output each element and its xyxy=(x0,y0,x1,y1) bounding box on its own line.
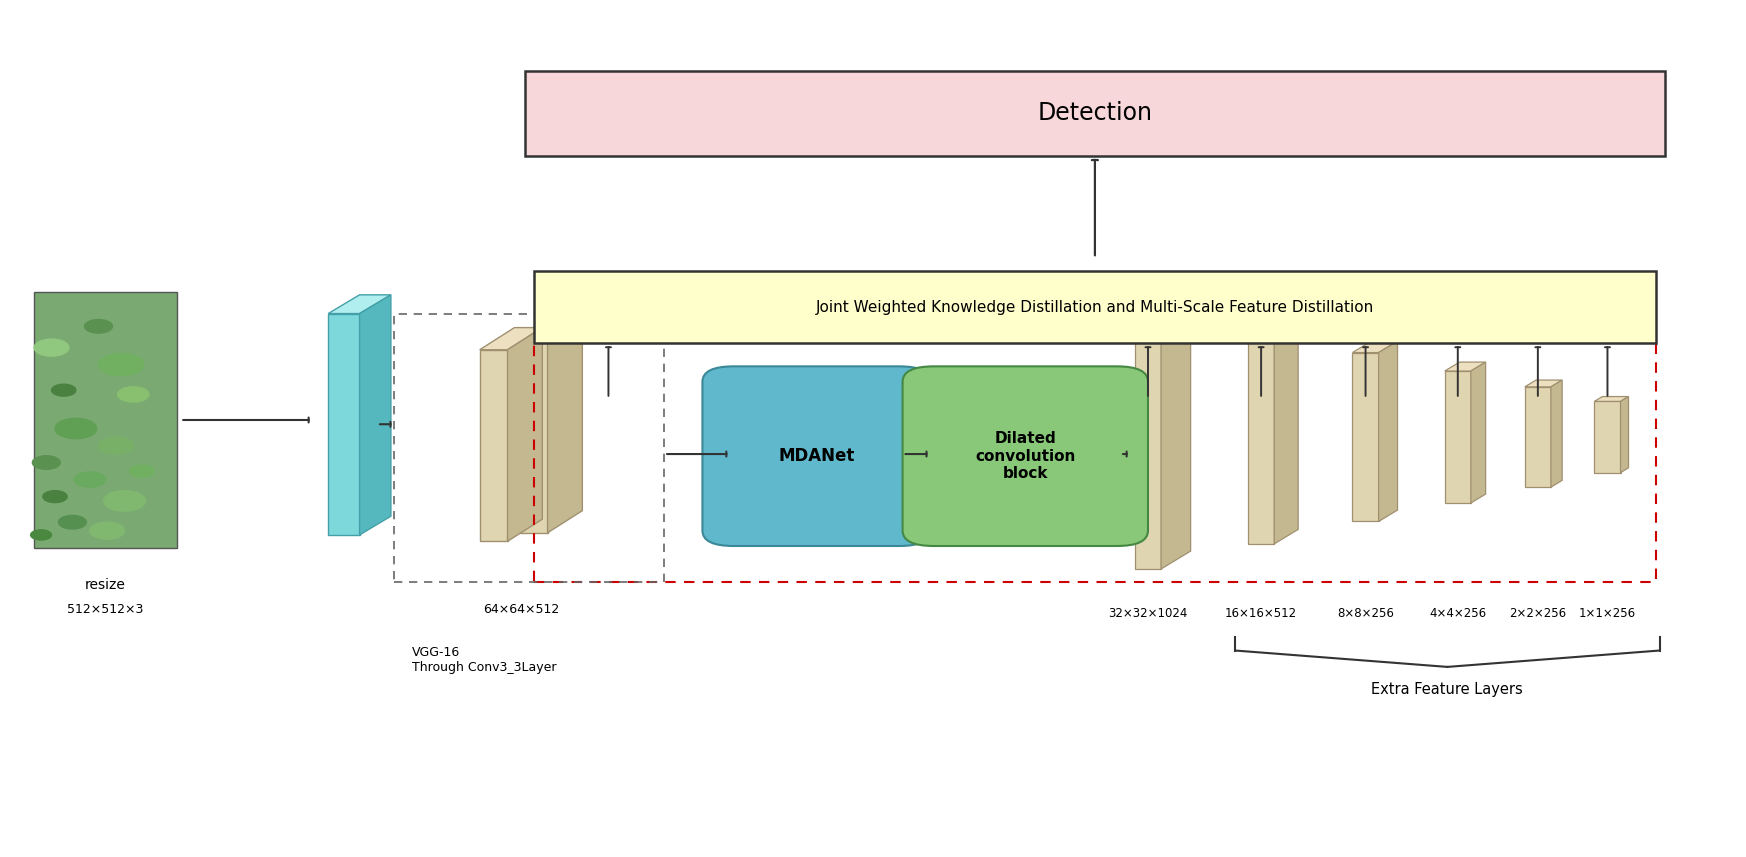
Polygon shape xyxy=(1353,352,1379,521)
Circle shape xyxy=(35,339,68,357)
Polygon shape xyxy=(1524,380,1563,387)
Polygon shape xyxy=(1379,341,1397,521)
Text: Detection: Detection xyxy=(1037,101,1152,125)
Circle shape xyxy=(98,437,133,454)
Circle shape xyxy=(33,456,59,470)
Polygon shape xyxy=(1444,363,1486,371)
Circle shape xyxy=(54,418,96,439)
Text: 2×2×256: 2×2×256 xyxy=(1509,608,1566,620)
Polygon shape xyxy=(1353,341,1397,352)
Polygon shape xyxy=(520,319,583,341)
Polygon shape xyxy=(1594,397,1629,401)
Text: 64×64×512: 64×64×512 xyxy=(484,603,559,616)
Circle shape xyxy=(84,320,112,333)
Circle shape xyxy=(44,491,66,502)
FancyBboxPatch shape xyxy=(35,292,176,548)
Circle shape xyxy=(58,515,86,529)
Polygon shape xyxy=(1135,287,1191,305)
Text: Dilated
convolution
block: Dilated convolution block xyxy=(974,431,1076,481)
Polygon shape xyxy=(1135,305,1161,569)
FancyBboxPatch shape xyxy=(534,271,1657,344)
Circle shape xyxy=(103,491,145,511)
Circle shape xyxy=(31,530,52,540)
Text: VGG-16
Through Conv3_3Layer: VGG-16 Through Conv3_3Layer xyxy=(412,645,557,674)
Circle shape xyxy=(129,465,154,477)
Text: 32×32×1024: 32×32×1024 xyxy=(1109,608,1187,620)
Polygon shape xyxy=(480,327,543,350)
Text: 4×4×256: 4×4×256 xyxy=(1430,608,1486,620)
Polygon shape xyxy=(1161,287,1191,569)
Polygon shape xyxy=(1594,401,1620,473)
Polygon shape xyxy=(1444,371,1470,503)
Circle shape xyxy=(89,522,124,539)
Polygon shape xyxy=(1550,380,1563,487)
Polygon shape xyxy=(480,350,508,542)
Text: MDANet: MDANet xyxy=(779,447,854,465)
Polygon shape xyxy=(1248,315,1297,330)
Circle shape xyxy=(98,354,143,375)
FancyBboxPatch shape xyxy=(702,366,931,546)
Circle shape xyxy=(117,387,148,402)
Polygon shape xyxy=(548,319,583,533)
Polygon shape xyxy=(328,295,391,314)
Text: 1×1×256: 1×1×256 xyxy=(1578,608,1636,620)
Text: resize: resize xyxy=(86,578,126,591)
FancyBboxPatch shape xyxy=(526,71,1666,156)
Polygon shape xyxy=(328,314,360,535)
Circle shape xyxy=(73,472,105,488)
Polygon shape xyxy=(1248,330,1275,544)
Polygon shape xyxy=(1524,387,1550,487)
Text: 512×512×3: 512×512×3 xyxy=(68,603,143,616)
Polygon shape xyxy=(508,327,543,542)
Text: 16×16×512: 16×16×512 xyxy=(1226,608,1297,620)
FancyBboxPatch shape xyxy=(903,366,1147,546)
Polygon shape xyxy=(1470,363,1486,503)
Text: Joint Weighted Knowledge Distillation and Multi-Scale Feature Distillation: Joint Weighted Knowledge Distillation an… xyxy=(815,300,1374,315)
Text: Extra Feature Layers: Extra Feature Layers xyxy=(1371,682,1523,698)
Polygon shape xyxy=(360,295,391,535)
Polygon shape xyxy=(520,341,548,533)
Circle shape xyxy=(52,384,75,396)
Text: 8×8×256: 8×8×256 xyxy=(1337,608,1393,620)
Polygon shape xyxy=(1620,397,1629,473)
Polygon shape xyxy=(1275,315,1297,544)
